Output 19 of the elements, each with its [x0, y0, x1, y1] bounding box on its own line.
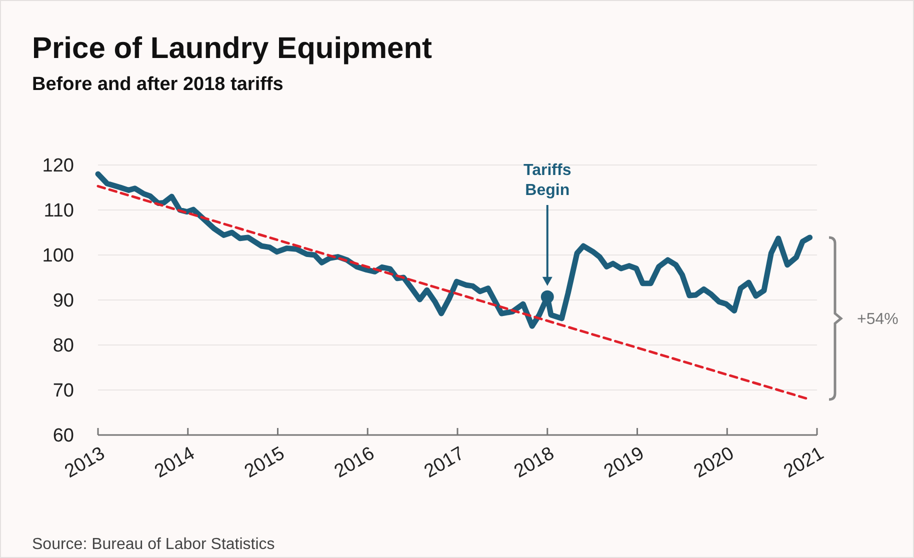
- chart-title: Price of Laundry Equipment: [32, 32, 432, 65]
- x-tick-label: 2015: [241, 443, 288, 482]
- x-tick-label: 2017: [420, 443, 468, 482]
- x-tick-label: 2020: [690, 443, 738, 482]
- x-tick-label: 2014: [151, 442, 199, 482]
- source-note: Source: Bureau of Labor Statistics: [32, 536, 275, 553]
- text: +54%: [857, 311, 898, 328]
- y-tick-label: 90: [52, 290, 74, 312]
- x-tick-label: 2021: [780, 443, 828, 482]
- y-tick-label: 110: [44, 200, 74, 222]
- y-tick-label: 80: [52, 336, 74, 357]
- x-tick-label: 2018: [510, 443, 558, 482]
- y-tick-label: 100: [42, 246, 74, 267]
- y-tick-label: 70: [52, 380, 74, 402]
- chart-subtitle: Before and after 2018 tariffs: [32, 74, 284, 95]
- y-tick-label: 120: [42, 156, 74, 177]
- x-tick-label: 2016: [331, 443, 378, 482]
- x-tick-label: 2019: [600, 443, 648, 482]
- annotation: Tariffs Begin: [524, 162, 572, 199]
